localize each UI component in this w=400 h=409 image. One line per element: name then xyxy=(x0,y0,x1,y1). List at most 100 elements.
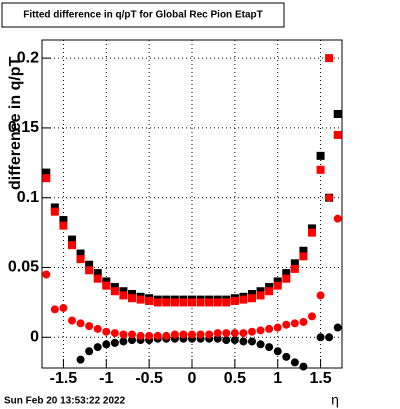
square-marker xyxy=(50,207,59,216)
circle-marker xyxy=(110,329,119,338)
circle-marker xyxy=(230,329,239,338)
y-tick-label: 0.1 xyxy=(17,189,39,206)
square-marker xyxy=(299,252,308,261)
square-marker xyxy=(59,221,68,230)
x-tick-label: -1.5 xyxy=(50,370,78,387)
timestamp: Sun Feb 20 13:53:22 2022 xyxy=(4,396,126,407)
circle-marker xyxy=(290,358,299,367)
x-tick-label: 1.5 xyxy=(309,370,331,387)
x-tick-label: 0.5 xyxy=(224,370,246,387)
square-marker xyxy=(333,130,342,139)
square-marker xyxy=(119,291,128,300)
circle-marker xyxy=(85,322,94,331)
square-marker xyxy=(110,283,119,292)
circle-marker xyxy=(128,336,136,345)
square-marker xyxy=(119,287,128,296)
square-marker xyxy=(239,295,248,304)
square-marker xyxy=(273,281,282,290)
y-axis-label: difference in q/pT xyxy=(7,56,24,190)
circle-marker xyxy=(282,320,291,329)
circle-marker xyxy=(325,193,334,202)
x-axis-label: η xyxy=(331,392,339,408)
square-marker xyxy=(93,269,102,278)
circle-marker xyxy=(213,334,222,343)
square-marker xyxy=(59,216,68,225)
square-marker xyxy=(85,260,94,269)
square-marker xyxy=(102,277,111,286)
square-marker xyxy=(256,287,265,296)
circle-marker xyxy=(239,337,248,346)
circle-marker xyxy=(162,331,171,340)
circle-marker xyxy=(248,337,256,346)
y-tick-label: 0.05 xyxy=(8,259,39,276)
circle-marker xyxy=(205,330,214,339)
circle-marker xyxy=(222,329,231,338)
circle-marker xyxy=(93,324,102,333)
circle-marker xyxy=(222,336,231,345)
square-marker xyxy=(308,228,316,237)
circle-marker xyxy=(299,362,308,371)
circle-marker xyxy=(265,324,274,333)
square-marker xyxy=(213,298,222,307)
square-marker xyxy=(308,224,316,233)
square-marker xyxy=(50,203,59,212)
square-marker xyxy=(128,294,136,303)
square-marker xyxy=(162,298,171,307)
circle-marker xyxy=(316,333,325,342)
circle-marker xyxy=(196,330,205,339)
circle-marker xyxy=(119,330,128,339)
square-marker xyxy=(316,165,325,174)
circle-marker xyxy=(145,331,154,340)
square-marker xyxy=(179,298,188,307)
circle-marker xyxy=(42,270,51,279)
square-marker xyxy=(282,274,291,283)
circle-marker xyxy=(153,331,162,340)
x-tick-label: 0 xyxy=(188,370,197,387)
circle-marker xyxy=(239,329,248,338)
circle-marker xyxy=(128,330,136,339)
square-marker xyxy=(93,274,102,283)
circle-marker xyxy=(256,326,265,335)
square-marker xyxy=(290,264,299,273)
square-marker xyxy=(76,255,85,264)
y-tick-label: 0 xyxy=(30,329,39,346)
circle-marker xyxy=(50,305,59,314)
square-marker xyxy=(248,290,256,299)
square-marker xyxy=(42,168,51,177)
square-marker xyxy=(299,246,308,255)
circle-marker xyxy=(308,312,316,321)
circle-marker xyxy=(59,303,68,312)
square-marker xyxy=(290,259,299,268)
circle-marker xyxy=(273,323,282,332)
circle-marker xyxy=(102,340,111,349)
square-marker xyxy=(145,297,154,306)
square-marker xyxy=(256,291,265,300)
circle-marker xyxy=(333,214,342,223)
square-marker xyxy=(102,281,111,290)
circle-marker xyxy=(76,355,85,364)
square-marker xyxy=(170,298,179,307)
square-marker xyxy=(68,235,76,244)
circle-marker xyxy=(68,316,76,325)
square-marker xyxy=(68,241,76,250)
square-marker xyxy=(282,269,291,278)
circle-marker xyxy=(333,323,342,332)
circle-marker xyxy=(265,343,274,352)
title-box xyxy=(1,2,285,28)
circle-marker xyxy=(119,337,128,346)
square-marker xyxy=(316,151,325,160)
square-marker xyxy=(85,266,94,275)
square-marker xyxy=(110,287,119,296)
circle-marker xyxy=(93,343,102,352)
chart-title: Fitted difference in q/pT for Global Rec… xyxy=(23,10,262,21)
circle-marker xyxy=(179,330,188,339)
x-tick-label: -0.5 xyxy=(135,370,163,387)
x-tick-label: -1 xyxy=(99,370,113,387)
circle-marker xyxy=(273,347,282,356)
square-marker xyxy=(248,294,256,303)
circle-marker xyxy=(110,338,119,347)
circle-marker xyxy=(256,340,265,349)
y-tick-label: 0.15 xyxy=(8,119,39,136)
